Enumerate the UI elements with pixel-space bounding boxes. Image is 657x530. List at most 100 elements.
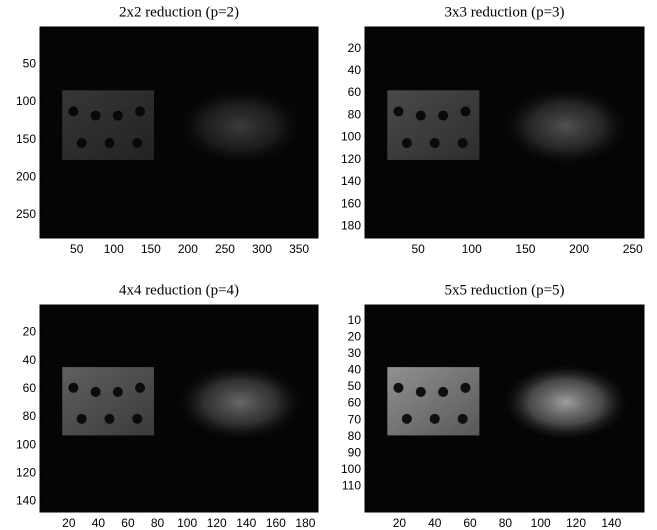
image-die-pip [460,382,471,393]
y-tick-label: 160 [341,196,361,210]
image-blob [504,88,628,165]
y-tick-label: 20 [348,329,362,343]
image-die-pip [429,138,440,149]
x-tick-label: 200 [569,242,589,256]
x-tick-label: 180 [295,516,315,530]
y-tick-label: 60 [348,396,362,410]
axes-box [364,26,645,239]
image-die-pip [104,413,115,424]
y-tick-label: 40 [348,63,362,77]
x-tick-label: 150 [141,242,161,256]
x-tick-label: 300 [252,242,272,256]
x-tick-label: 150 [515,242,535,256]
y-tick-label: 100 [16,94,36,108]
x-tick-label: 60 [121,516,135,530]
x-tick-label: 250 [215,242,235,256]
y-tick-label: 100 [341,130,361,144]
image-die-pip [68,106,79,117]
image-die-pip [393,382,404,393]
image-die-pip [90,386,101,397]
x-tick-label: 20 [393,516,407,530]
image-die-pip [90,110,101,121]
y-tick-label: 140 [16,494,36,508]
x-tick-label: 80 [151,516,165,530]
y-tick-label: 10 [348,313,362,327]
y-tick-label: 180 [341,219,361,233]
image-die-pip [429,413,440,424]
x-tick-label: 350 [289,242,309,256]
image-die [387,90,480,160]
image-die-pip [76,413,87,424]
image-content [62,88,302,165]
x-tick-label: 100 [462,242,482,256]
y-tick-label: 40 [23,353,37,367]
x-tick-label: 100 [177,516,197,530]
x-tick-label: 50 [411,242,425,256]
image-blob [179,88,302,165]
panel-title: 4x4 reduction (p=4) [119,282,239,298]
y-tick-label: 80 [348,429,362,443]
image-die-pip [135,382,146,393]
image-content [387,365,628,440]
x-tick-label: 60 [463,516,477,530]
image-die-pip [438,386,449,397]
image-die-pip [401,413,412,424]
axes-box [39,26,319,239]
x-tick-label: 40 [428,516,442,530]
y-tick-label: 100 [341,462,361,476]
y-tick-label: 20 [23,325,37,339]
x-tick-label: 100 [531,516,551,530]
y-tick-label: 40 [348,363,362,377]
y-tick-label: 70 [348,412,362,426]
image-die-pip [457,138,468,149]
y-tick-label: 100 [16,437,36,451]
x-tick-label: 140 [601,516,621,530]
y-tick-label: 20 [348,41,362,55]
axes-box [39,304,319,513]
x-tick-label: 120 [207,516,227,530]
image-die-pip [112,386,123,397]
image-die-pip [132,413,143,424]
image-die [387,367,480,436]
image-die-pip [393,106,404,117]
image-die-pip [76,138,87,149]
x-tick-label: 40 [92,516,106,530]
image-content [62,365,302,440]
y-tick-label: 30 [348,346,362,360]
image-die-pip [415,110,426,121]
image-die-pip [401,138,412,149]
image-blob [504,365,628,440]
x-tick-label: 160 [266,516,286,530]
panel-title: 2x2 reduction (p=2) [119,4,239,20]
image-blob [179,365,302,440]
y-tick-label: 250 [16,207,36,221]
panel-title: 3x3 reduction (p=3) [444,4,564,20]
image-die-pip [460,106,471,117]
x-tick-label: 50 [70,242,84,256]
image-die-pip [415,386,426,397]
y-tick-label: 150 [16,132,36,146]
image-die-pip [132,138,143,149]
x-tick-label: 100 [104,242,124,256]
image-die-pip [104,138,115,149]
image-die-pip [135,106,146,117]
image-die [62,90,154,160]
x-tick-label: 140 [236,516,256,530]
y-tick-label: 80 [23,409,37,423]
x-tick-label: 200 [178,242,198,256]
y-tick-label: 200 [16,170,36,184]
x-tick-label: 250 [623,242,643,256]
image-content [387,88,628,165]
panel-title: 5x5 reduction (p=5) [444,282,564,298]
image-die-pip [68,382,79,393]
image-die [62,367,154,436]
x-tick-label: 80 [499,516,513,530]
y-tick-label: 60 [23,381,37,395]
y-tick-label: 140 [341,174,361,188]
y-tick-label: 50 [348,379,362,393]
y-tick-label: 120 [16,465,36,479]
y-tick-label: 80 [348,107,362,121]
x-tick-label: 20 [62,516,76,530]
